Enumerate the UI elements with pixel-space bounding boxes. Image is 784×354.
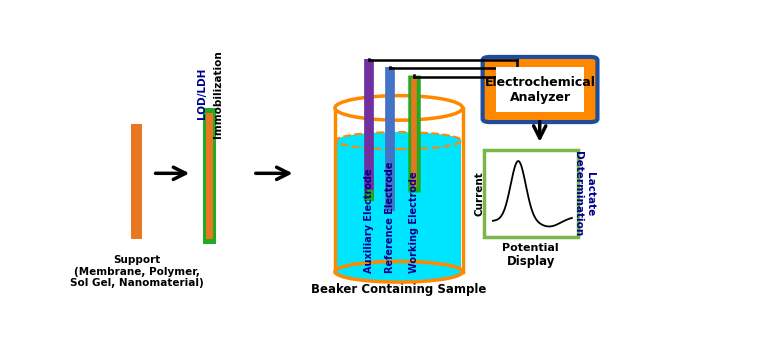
Bar <box>206 113 212 239</box>
Text: Immobilization: Immobilization <box>212 50 223 138</box>
Text: Electrochemical
Analyzer: Electrochemical Analyzer <box>485 75 596 103</box>
Text: Working Electrode: Working Electrode <box>409 171 419 273</box>
Bar <box>132 124 143 239</box>
Ellipse shape <box>336 132 461 149</box>
Bar <box>335 108 463 277</box>
Text: Display: Display <box>506 255 555 268</box>
Text: Current: Current <box>474 171 485 216</box>
Text: Beaker Containing Sample: Beaker Containing Sample <box>311 283 486 296</box>
Text: Potential: Potential <box>503 243 559 253</box>
Ellipse shape <box>335 261 463 282</box>
Text: LOD/LDH: LOD/LDH <box>197 67 207 119</box>
Text: Reference Electrode: Reference Electrode <box>385 161 394 273</box>
Bar <box>337 141 461 272</box>
Bar <box>484 150 578 238</box>
FancyBboxPatch shape <box>483 57 597 122</box>
Text: Support
(Membrane, Polymer,
Sol Gel, Nanomaterial): Support (Membrane, Polymer, Sol Gel, Nan… <box>70 255 204 288</box>
Text: Auxiliary Electrode: Auxiliary Electrode <box>364 168 374 273</box>
Bar <box>202 108 216 244</box>
Ellipse shape <box>335 96 463 120</box>
FancyBboxPatch shape <box>496 67 584 112</box>
Text: Lactate
Determination: Lactate Determination <box>573 151 595 236</box>
